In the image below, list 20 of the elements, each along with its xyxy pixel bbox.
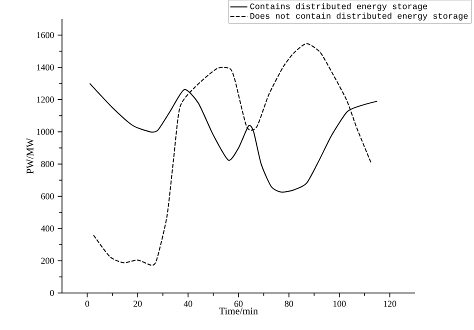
x-tick-label: 20 xyxy=(134,300,142,307)
legend-label: Contains distributed energy storage xyxy=(250,3,428,11)
x-tick-label: 80 xyxy=(284,300,294,307)
x-tick-label: 120 xyxy=(384,300,396,307)
y-tick-label: 600 xyxy=(41,193,54,200)
x-tick-label: 100 xyxy=(333,300,346,307)
y-axis-title: PW/MW xyxy=(26,138,34,174)
y-tick-label: 1400 xyxy=(37,64,54,70)
y-tick-label: 0 xyxy=(50,290,54,296)
y-tick-label: 1000 xyxy=(37,128,54,135)
y-tick-label: 200 xyxy=(41,258,54,264)
x-tick-label: 60 xyxy=(234,300,243,307)
y-tick-label: 1600 xyxy=(37,32,54,38)
legend-label: Does not contain distributed energy storage xyxy=(250,12,468,21)
x-tick-label: 0 xyxy=(85,300,90,307)
y-tick-label: 1200 xyxy=(37,96,54,103)
x-tick-label: 40 xyxy=(184,300,192,307)
y-tick-label: 400 xyxy=(40,226,54,232)
y-tick-label: 800 xyxy=(41,161,54,168)
x-axis-title: Time/min xyxy=(219,308,258,314)
